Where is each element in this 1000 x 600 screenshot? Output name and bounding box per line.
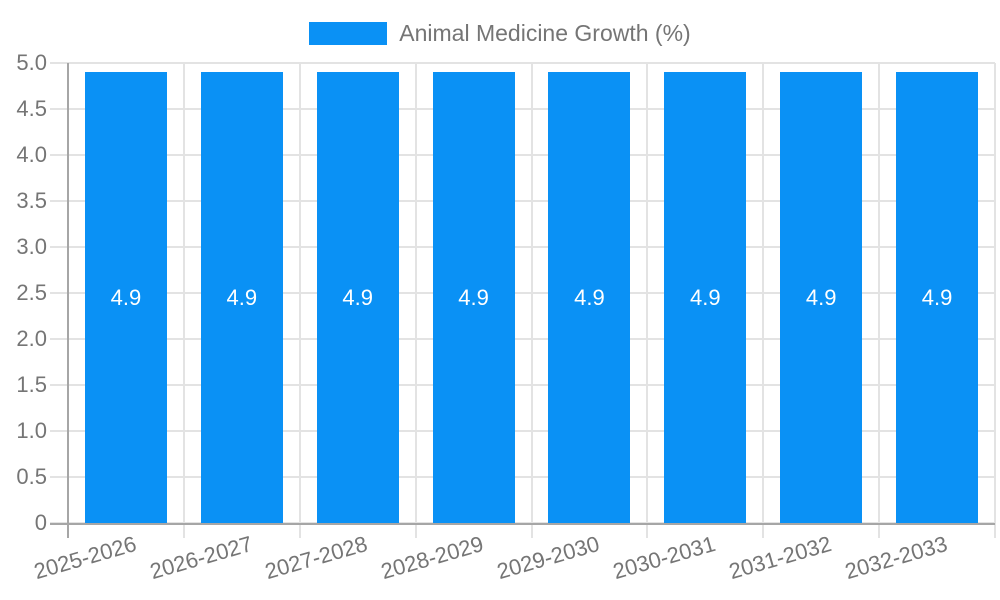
bar-value-label: 4.9 xyxy=(110,284,142,310)
y-gridline xyxy=(50,384,995,386)
bar[interactable] xyxy=(780,72,863,523)
bar[interactable] xyxy=(316,72,399,523)
x-gridline xyxy=(182,63,185,538)
bar-value-label: 4.9 xyxy=(458,284,489,310)
bar-value-label: 4.9 xyxy=(342,284,373,310)
y-gridline xyxy=(50,430,995,432)
bar[interactable] xyxy=(84,72,167,523)
y-axis-tick-label: 4.0 xyxy=(16,142,47,167)
chart-legend[interactable]: Animal Medicine Growth (%) xyxy=(0,20,1000,47)
x-axis-tick-label: 2025-2026 xyxy=(30,531,139,585)
bar[interactable] xyxy=(200,72,283,523)
x-axis-tick-label: 2029-2030 xyxy=(494,531,603,585)
x-axis-tick-label: 2031-2032 xyxy=(726,531,835,585)
x-gridline xyxy=(646,63,649,538)
y-axis-tick-label: 1.0 xyxy=(16,418,47,443)
x-axis-tick-label: 2030-2031 xyxy=(610,531,719,585)
y-axis-line xyxy=(67,63,69,538)
x-axis-tick-label: 2032-2033 xyxy=(841,531,950,585)
legend-label: Animal Medicine Growth (%) xyxy=(399,20,691,46)
x-gridline xyxy=(530,63,533,538)
y-gridline xyxy=(50,476,995,478)
legend-swatch xyxy=(309,22,388,45)
y-axis-tick-label: 5.0 xyxy=(16,50,47,75)
y-gridline xyxy=(50,338,995,340)
y-axis-tick-label: 2.0 xyxy=(16,326,47,351)
x-gridline xyxy=(878,63,881,538)
x-gridline xyxy=(994,63,996,538)
y-axis-tick-label: 1.5 xyxy=(16,372,47,397)
y-axis-tick-label: 2.5 xyxy=(16,280,47,305)
y-axis-tick-label: 3.5 xyxy=(16,188,47,213)
y-axis-tick-label: 4.5 xyxy=(16,96,47,121)
y-axis-tick-label: 0 xyxy=(34,510,47,535)
y-gridline xyxy=(50,246,995,248)
x-gridline xyxy=(414,63,417,538)
y-gridline xyxy=(50,200,995,202)
bar-value-label: 4.9 xyxy=(690,284,721,310)
bar-value-label: 4.9 xyxy=(574,284,605,310)
bar[interactable] xyxy=(664,72,747,523)
x-axis-tick-label: 2026-2027 xyxy=(146,531,255,585)
x-axis-line xyxy=(50,523,995,525)
bar[interactable] xyxy=(548,72,631,523)
x-gridline xyxy=(762,63,765,538)
y-axis-tick-label: 0.5 xyxy=(16,464,47,489)
x-axis-tick-label: 2028-2029 xyxy=(378,531,487,585)
bar[interactable] xyxy=(432,72,515,523)
bar-value-label: 4.9 xyxy=(805,284,837,310)
bar[interactable] xyxy=(896,72,979,523)
bar-value-label: 4.9 xyxy=(226,284,258,310)
y-axis-tick-label: 3.0 xyxy=(16,234,47,259)
y-gridline xyxy=(50,108,995,110)
y-gridline xyxy=(50,292,995,294)
x-gridline xyxy=(298,63,301,538)
bar-value-label: 4.9 xyxy=(921,284,953,310)
y-gridline xyxy=(50,154,995,156)
x-axis-tick-label: 2027-2028 xyxy=(262,531,371,585)
y-gridline xyxy=(50,62,995,64)
